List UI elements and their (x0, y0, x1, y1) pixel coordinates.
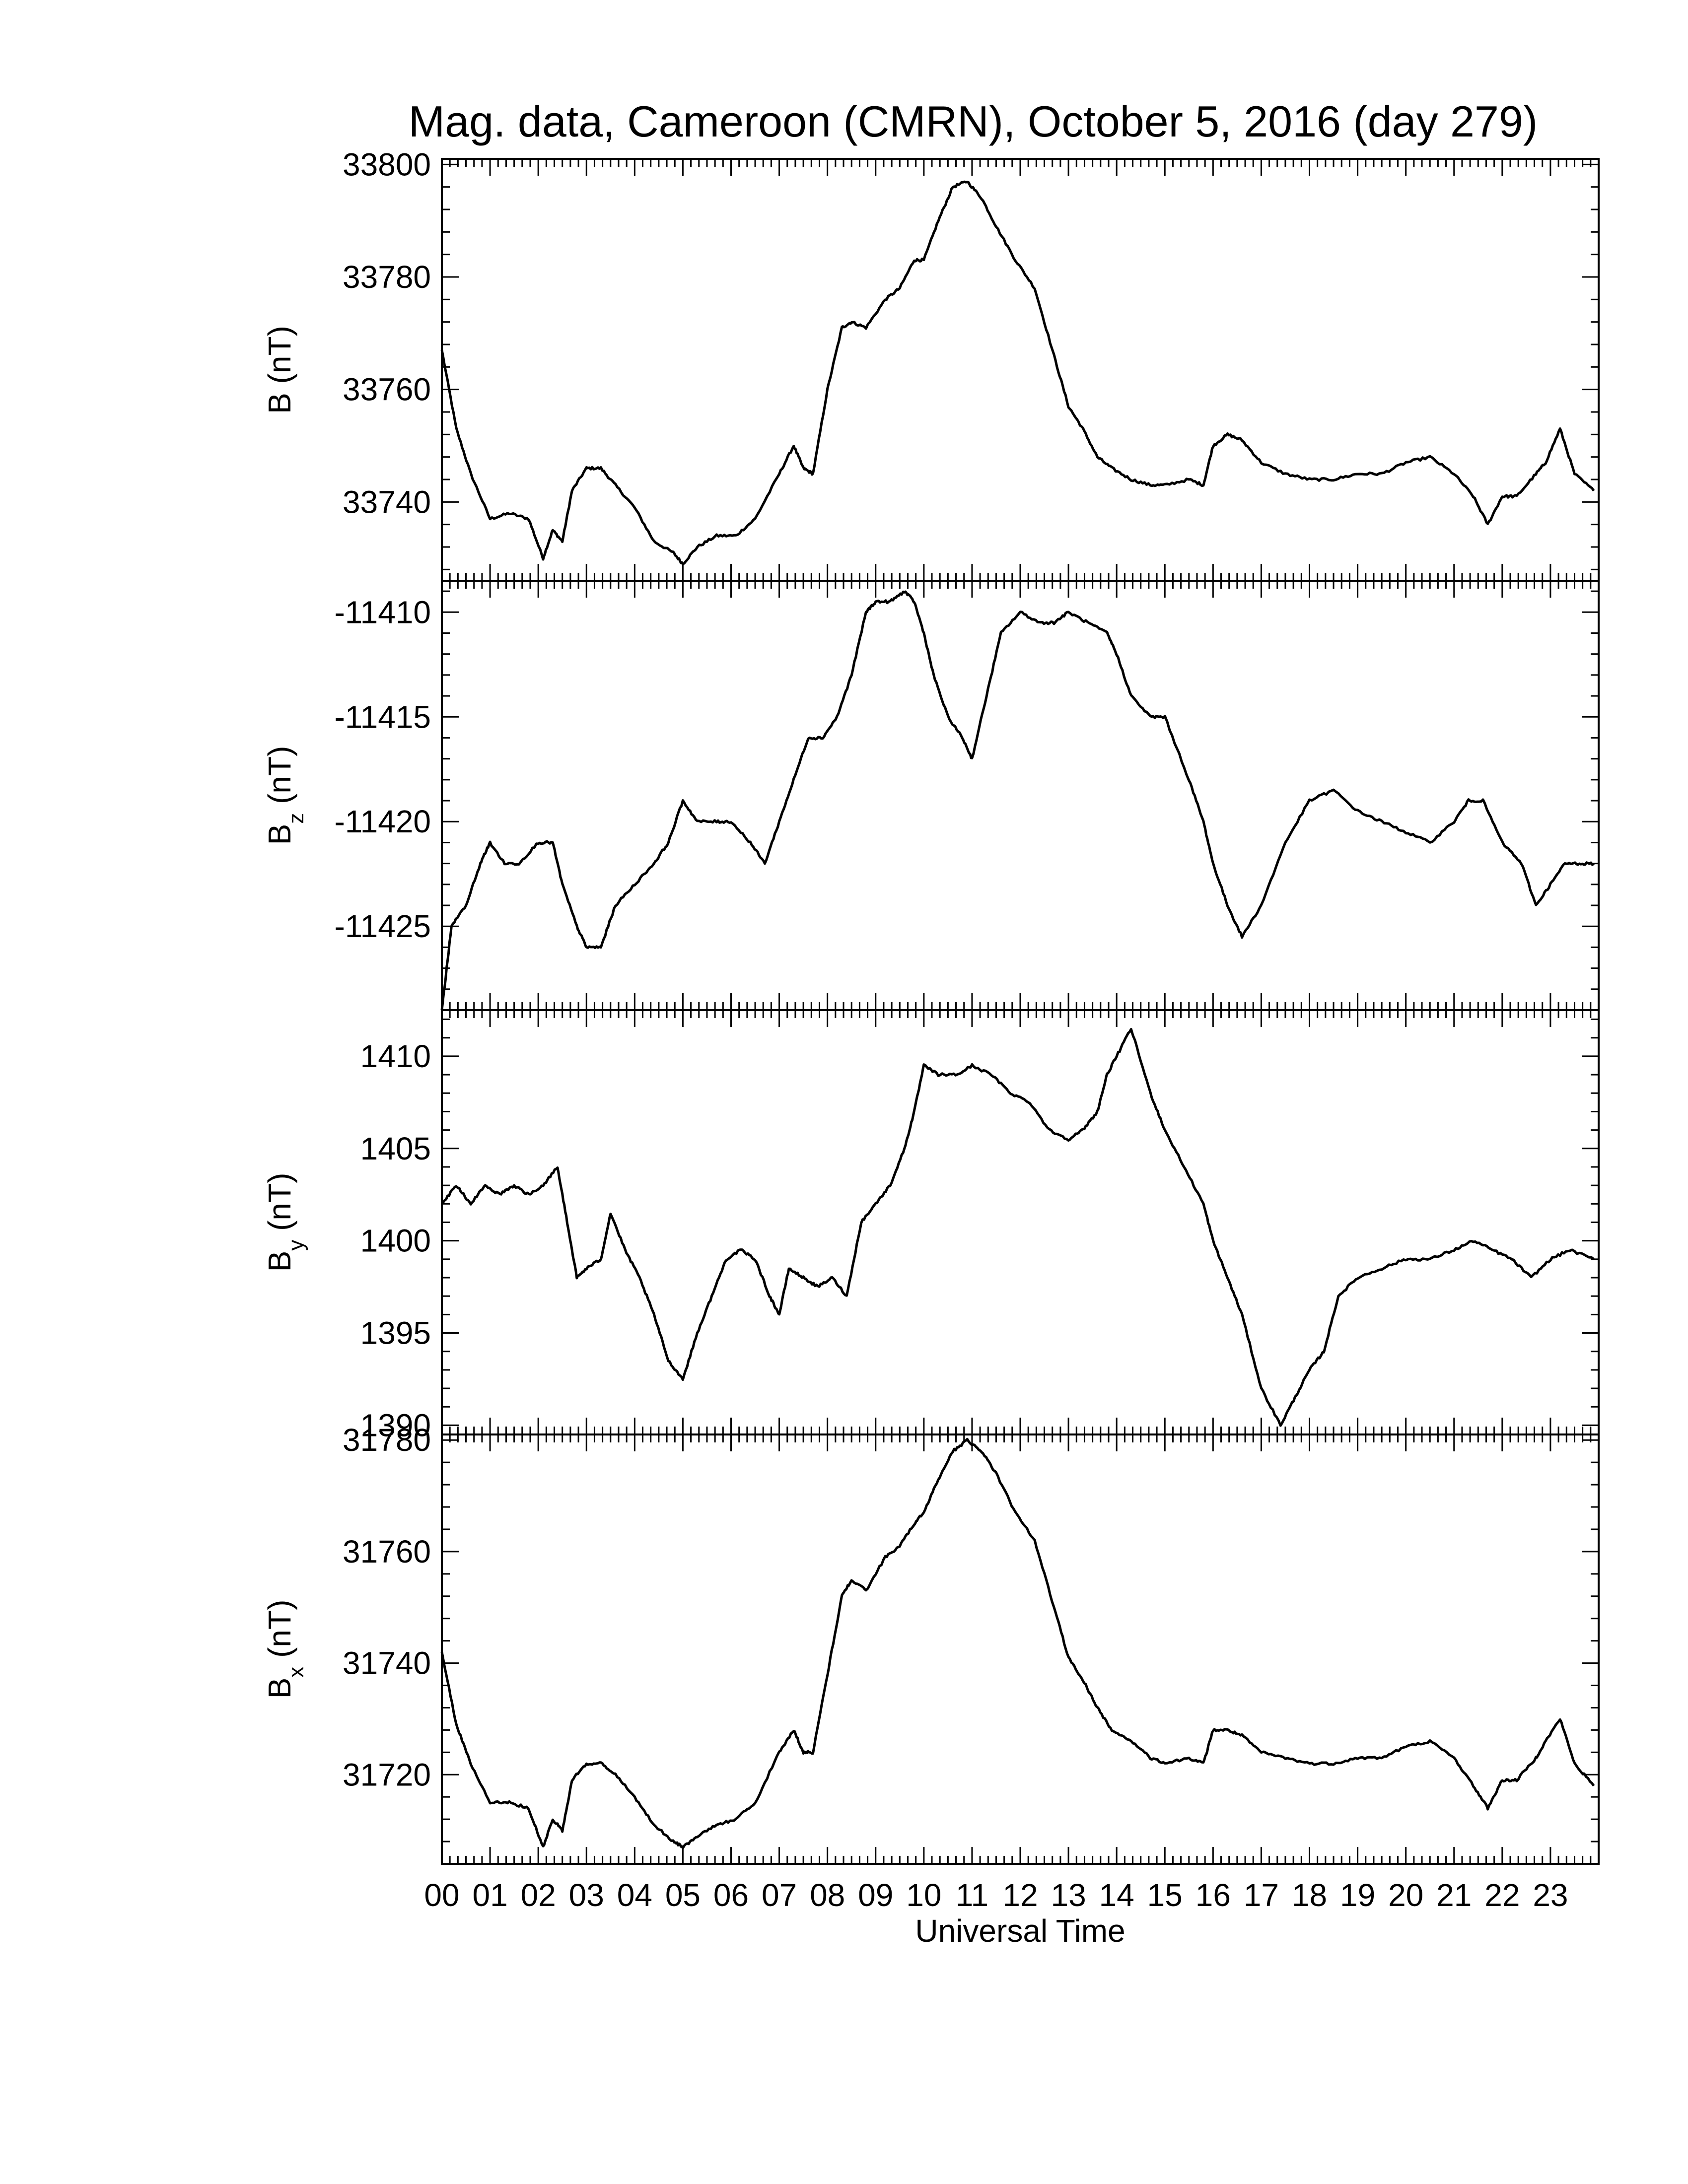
x-tick-label: 18 (1292, 1877, 1327, 1913)
x-tick-label: 17 (1244, 1877, 1279, 1913)
y-tick-label: -11425 (334, 908, 431, 944)
chart-title: Mag. data, Cameroon (CMRN), October 5, 2… (409, 97, 1538, 146)
panel-3: 1390 1395 1400 1405 1410 By (nT) (262, 1009, 1600, 1443)
x-axis-label: Universal Time (915, 1913, 1125, 1949)
x-tick-labels: 00 01 02 03 04 05 06 07 08 09 10 11 12 13 14 15 16 17 18 19… (424, 1877, 1568, 1913)
y-tick-label: 31720 (343, 1757, 431, 1792)
x-tick-label: 12 (1002, 1877, 1038, 1913)
y-axis-label: Bz (nT) (262, 746, 308, 845)
y-tick-label: 1390 (360, 1407, 431, 1443)
x-tick-label: 04 (617, 1877, 652, 1913)
y-tick-label: 33780 (343, 259, 431, 295)
x-tick-label: 07 (762, 1877, 797, 1913)
y-tick-label: 33740 (343, 484, 431, 520)
y-tick-label: 31780 (343, 1422, 431, 1458)
y-tick-label: -11410 (334, 594, 431, 630)
x-tick-label: 10 (906, 1877, 941, 1913)
x-tick-label: 11 (956, 1877, 988, 1913)
x-tick-label: 05 (665, 1877, 701, 1913)
y-tick-label: 1400 (360, 1223, 431, 1259)
x-tick-label: 09 (858, 1877, 893, 1913)
x-tick-label: 14 (1099, 1877, 1134, 1913)
x-tick-label: 03 (569, 1877, 604, 1913)
y-tick-label: 1405 (360, 1131, 431, 1166)
y-tick-label: 1395 (360, 1315, 431, 1351)
x-tick-label: 20 (1388, 1877, 1423, 1913)
y-axis-label: Bx (nT) (262, 1600, 308, 1699)
x-tick-label: 22 (1484, 1877, 1520, 1913)
y-axis-label: By (nT) (262, 1173, 308, 1272)
panel-1: 33740 33760 33780 33800 B (nT) (262, 146, 1600, 582)
y-axis-label: B (nT) (262, 326, 297, 414)
x-tick-label: 02 (521, 1877, 556, 1913)
y-tick-label: -11420 (334, 804, 431, 839)
series-line (441, 1028, 1595, 1427)
x-tick-label: 23 (1533, 1877, 1568, 1913)
x-tick-label: 01 (472, 1877, 507, 1913)
x-tick-label: 19 (1340, 1877, 1375, 1913)
y-tick-label: 31760 (343, 1534, 431, 1570)
y-tick-label: 33800 (343, 146, 431, 182)
panels-group: 33740 33760 33780 33800 B (nT) -11425 -11420 -1… (262, 146, 1600, 1865)
x-tick-label: 00 (424, 1877, 459, 1913)
x-tick-label: 16 (1196, 1877, 1231, 1913)
series-line (440, 1437, 1595, 1849)
x-tick-label: 08 (810, 1877, 845, 1913)
x-tick-label: 13 (1051, 1877, 1086, 1913)
x-tick-label: 06 (713, 1877, 749, 1913)
y-tick-label: 1410 (360, 1038, 431, 1074)
y-tick-label: 31740 (343, 1645, 431, 1681)
panel-4: 31720 31740 31760 31780 Bx (nT) (262, 1422, 1600, 1865)
y-tick-label: 33760 (343, 372, 431, 408)
series-line (440, 180, 1595, 566)
x-tick-label: 15 (1147, 1877, 1183, 1913)
x-tick-label: 21 (1436, 1877, 1472, 1913)
y-tick-label: -11415 (334, 699, 431, 735)
series-line (440, 590, 1595, 1011)
